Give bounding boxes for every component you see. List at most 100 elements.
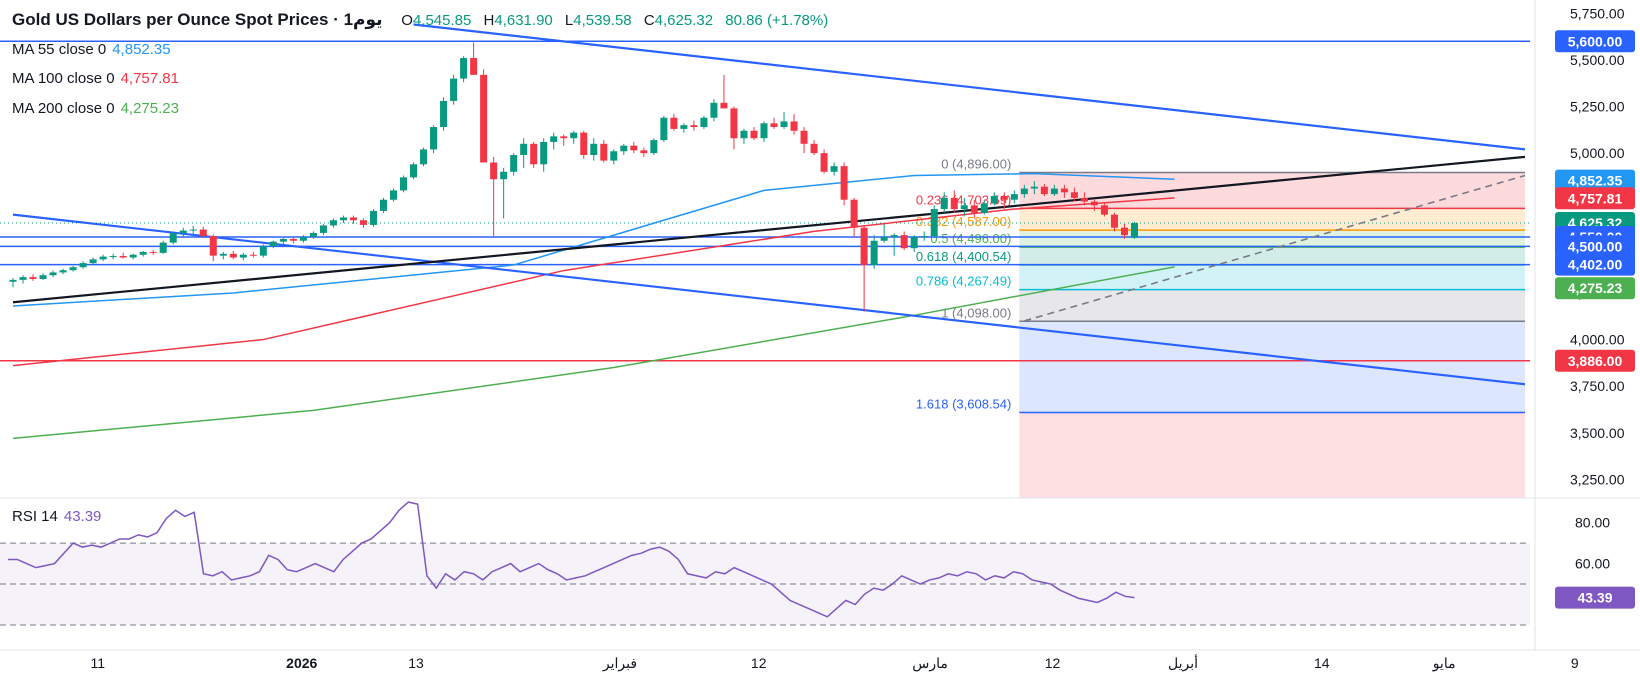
candle-body: [830, 166, 838, 172]
candle-body: [1110, 214, 1118, 228]
high-label: H: [483, 12, 495, 29]
candle-body: [249, 254, 257, 256]
candle-body: [900, 235, 908, 249]
price-axis-tick-label: 3,750.00: [1570, 378, 1625, 394]
candle-body: [219, 253, 227, 256]
fib-zone: [1019, 264, 1525, 290]
candle-body: [960, 205, 968, 210]
chart-header: Gold US Dollars per Ounce Spot Prices · …: [12, 10, 836, 30]
price-pane: 0 (4,896.00)0.236 (4,703.59)0.382 (4,587…: [0, 23, 1530, 498]
candle-body: [1020, 188, 1028, 195]
candle-body: [159, 242, 167, 253]
candle-body: [19, 277, 27, 280]
price-axis-tick-label: 3,500.00: [1570, 425, 1625, 441]
price-badge-label: 5,600.00: [1568, 33, 1623, 49]
moving-average-line: [12, 266, 1175, 440]
time-axis-tick-label: 12: [751, 655, 767, 671]
fib-level-label: 0.5 (4,496.00): [930, 231, 1011, 246]
price-axis-tick-label: 5,000.00: [1570, 145, 1625, 161]
moving-average-line: [12, 197, 1175, 367]
candle-body: [79, 263, 87, 268]
candle-body: [1080, 197, 1088, 202]
high-value: 4,631.90: [494, 12, 553, 29]
open-value: 4,545.85: [412, 12, 472, 29]
candle-body: [920, 236, 928, 238]
close-label: C: [643, 12, 655, 29]
candle-body: [680, 125, 688, 129]
candle-body: [870, 240, 878, 265]
candle-body: [770, 123, 778, 128]
candle-body: [690, 125, 698, 128]
ma55-value: 4,852.35: [112, 41, 171, 58]
candle-body: [860, 227, 868, 265]
price-axis-tick-label: 3,250.00: [1570, 471, 1625, 487]
candle-body: [610, 151, 618, 161]
candle-body: [1050, 188, 1058, 195]
candle-body: [390, 190, 398, 200]
trendline: [12, 213, 1526, 386]
time-axis-tick-label: 12: [1045, 655, 1061, 671]
candle-body: [440, 100, 448, 128]
candle-body: [620, 145, 628, 152]
ma200-legend[interactable]: MA 200 close 0 4,275.23: [12, 100, 179, 117]
low-label: L: [564, 12, 574, 29]
price-badge: [1555, 235, 1635, 258]
candle-body: [1030, 186, 1038, 189]
candle-body: [420, 149, 428, 165]
candle-body: [660, 117, 668, 141]
candle-body: [600, 143, 608, 161]
candle-body: [510, 154, 518, 172]
time-axis-tick-label: فبراير: [602, 655, 637, 672]
time-axis[interactable]: 11 2026 13 فبراير 12 مارس 12 أبريل 14 مايو 9: [0, 649, 1640, 672]
ma100-value: 4,757.81: [120, 70, 179, 87]
ma55-legend[interactable]: MA 55 close 0 4,852.35: [12, 41, 171, 58]
candle-body: [500, 171, 508, 180]
time-axis-tick-label: أبريل: [1168, 653, 1198, 672]
candle-body: [880, 237, 888, 241]
candle-body: [700, 117, 708, 128]
candle-body: [930, 209, 938, 237]
candle-body: [710, 102, 718, 118]
fib-level-label: 1 (4,098.00): [941, 305, 1011, 320]
ma100-legend[interactable]: MA 100 close 0 4,757.81: [12, 70, 179, 87]
time-axis-tick-label: 9: [1571, 655, 1579, 671]
candle-body: [209, 236, 217, 256]
candle-body: [570, 132, 578, 139]
rsi-value: 43.39: [63, 508, 102, 525]
fib-zone: [1019, 247, 1525, 265]
candle-body: [379, 199, 387, 211]
candle-body: [369, 210, 377, 225]
candle-body: [970, 205, 978, 213]
candle-body: [460, 58, 468, 79]
candle-body: [820, 153, 828, 172]
rsi-label: RSI 14: [12, 508, 58, 525]
candle-body: [289, 238, 297, 241]
candle-body: [319, 225, 327, 233]
candle-body: [89, 259, 97, 264]
candle-body: [1010, 194, 1018, 200]
candle-body: [800, 130, 808, 144]
candle-body: [349, 217, 357, 221]
candle-body: [29, 277, 37, 279]
ma100-label: MA 100 close 0: [12, 70, 115, 87]
candle-body: [560, 136, 568, 139]
candle-body: [430, 127, 438, 150]
candle-body: [840, 166, 848, 200]
candle-body: [520, 143, 528, 155]
candle-body: [740, 130, 748, 139]
candle-body: [1070, 192, 1078, 198]
candle-body: [640, 150, 648, 154]
candle-body: [630, 145, 638, 151]
time-axis-tick-label: مايو: [1432, 655, 1456, 672]
candle-body: [119, 256, 127, 258]
candle-body: [490, 162, 498, 180]
rsi-legend[interactable]: RSI 14 43.39: [12, 508, 101, 525]
candle-body: [309, 232, 317, 238]
price-badge-label: 4,275.23: [1568, 280, 1623, 296]
price-axis[interactable]: 3,250.003,500.003,750.004,000.004,250.00…: [1534, 0, 1635, 650]
candle-body: [540, 141, 548, 165]
candle-body: [99, 256, 107, 260]
price-badge: [1555, 253, 1635, 276]
rsi-value-badge: [1555, 586, 1635, 609]
candle-body: [1060, 188, 1068, 193]
